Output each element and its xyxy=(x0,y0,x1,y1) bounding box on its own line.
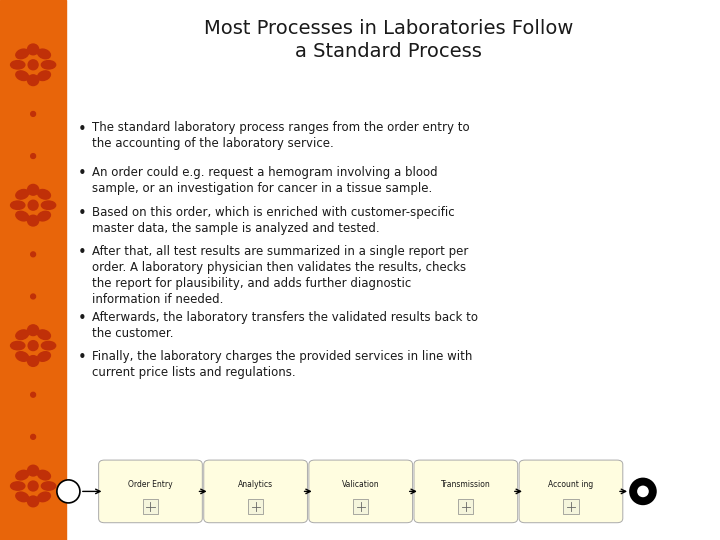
Ellipse shape xyxy=(28,60,38,70)
Ellipse shape xyxy=(41,341,55,350)
Text: Transmission: Transmission xyxy=(441,481,491,489)
Ellipse shape xyxy=(27,325,39,335)
Ellipse shape xyxy=(16,352,29,361)
Ellipse shape xyxy=(37,470,50,480)
Text: •: • xyxy=(78,122,86,137)
Bar xyxy=(0,0,66,540)
Ellipse shape xyxy=(27,44,39,55)
Ellipse shape xyxy=(37,71,50,80)
FancyBboxPatch shape xyxy=(459,499,474,514)
Text: Based on this order, which is enriched with customer-specific
master data, the s: Based on this order, which is enriched w… xyxy=(92,206,455,235)
Ellipse shape xyxy=(27,185,39,195)
Ellipse shape xyxy=(16,211,29,221)
Ellipse shape xyxy=(31,112,35,116)
Ellipse shape xyxy=(16,49,29,59)
Text: An order could e.g. request a hemogram involving a blood
sample, or an investiga: An order could e.g. request a hemogram i… xyxy=(92,166,438,195)
Text: •: • xyxy=(78,206,86,221)
Ellipse shape xyxy=(11,60,25,69)
Text: Analytics: Analytics xyxy=(238,481,273,489)
Text: The standard laboratory process ranges from the order entry to
the accounting of: The standard laboratory process ranges f… xyxy=(92,122,469,151)
Ellipse shape xyxy=(27,215,39,226)
FancyBboxPatch shape xyxy=(519,460,623,523)
FancyBboxPatch shape xyxy=(99,460,202,523)
Text: Valication: Valication xyxy=(342,481,379,489)
Ellipse shape xyxy=(57,480,80,503)
Ellipse shape xyxy=(31,393,35,397)
Ellipse shape xyxy=(27,496,39,507)
Ellipse shape xyxy=(41,60,55,69)
Ellipse shape xyxy=(27,465,39,476)
Ellipse shape xyxy=(27,75,39,85)
FancyBboxPatch shape xyxy=(143,499,158,514)
Text: •: • xyxy=(78,166,86,181)
Ellipse shape xyxy=(16,492,29,502)
Ellipse shape xyxy=(11,201,25,210)
Text: Most Processes in Laboratories Follow
a Standard Process: Most Processes in Laboratories Follow a … xyxy=(204,19,574,60)
FancyBboxPatch shape xyxy=(563,499,579,514)
Ellipse shape xyxy=(637,485,649,497)
Ellipse shape xyxy=(37,492,50,502)
Ellipse shape xyxy=(37,49,50,59)
Ellipse shape xyxy=(16,330,29,340)
Text: •: • xyxy=(78,350,86,365)
Ellipse shape xyxy=(37,330,50,340)
FancyBboxPatch shape xyxy=(414,460,518,523)
Ellipse shape xyxy=(31,435,35,439)
Ellipse shape xyxy=(31,252,35,256)
Ellipse shape xyxy=(16,470,29,480)
Ellipse shape xyxy=(41,201,55,210)
Ellipse shape xyxy=(28,481,38,491)
Ellipse shape xyxy=(28,341,38,350)
FancyBboxPatch shape xyxy=(248,499,264,514)
Ellipse shape xyxy=(16,190,29,199)
Ellipse shape xyxy=(11,482,25,490)
Ellipse shape xyxy=(630,478,656,504)
Text: •: • xyxy=(78,245,86,260)
Ellipse shape xyxy=(31,154,35,158)
Ellipse shape xyxy=(27,356,39,366)
Ellipse shape xyxy=(28,200,38,210)
Ellipse shape xyxy=(31,294,35,299)
Text: Account ing: Account ing xyxy=(549,481,593,489)
Ellipse shape xyxy=(37,211,50,221)
Ellipse shape xyxy=(11,341,25,350)
Ellipse shape xyxy=(16,71,29,80)
Ellipse shape xyxy=(37,190,50,199)
Text: Finally, the laboratory charges the provided services in line with
current price: Finally, the laboratory charges the prov… xyxy=(92,350,472,379)
Text: After that, all test results are summarized in a single report per
order. A labo: After that, all test results are summari… xyxy=(92,245,469,306)
Text: Order Entry: Order Entry xyxy=(128,481,173,489)
Ellipse shape xyxy=(37,352,50,361)
Text: •: • xyxy=(78,311,86,326)
FancyBboxPatch shape xyxy=(309,460,413,523)
Text: Afterwards, the laboratory transfers the validated results back to
the customer.: Afterwards, the laboratory transfers the… xyxy=(92,311,478,340)
FancyBboxPatch shape xyxy=(204,460,307,523)
Ellipse shape xyxy=(41,482,55,490)
FancyBboxPatch shape xyxy=(353,499,368,514)
